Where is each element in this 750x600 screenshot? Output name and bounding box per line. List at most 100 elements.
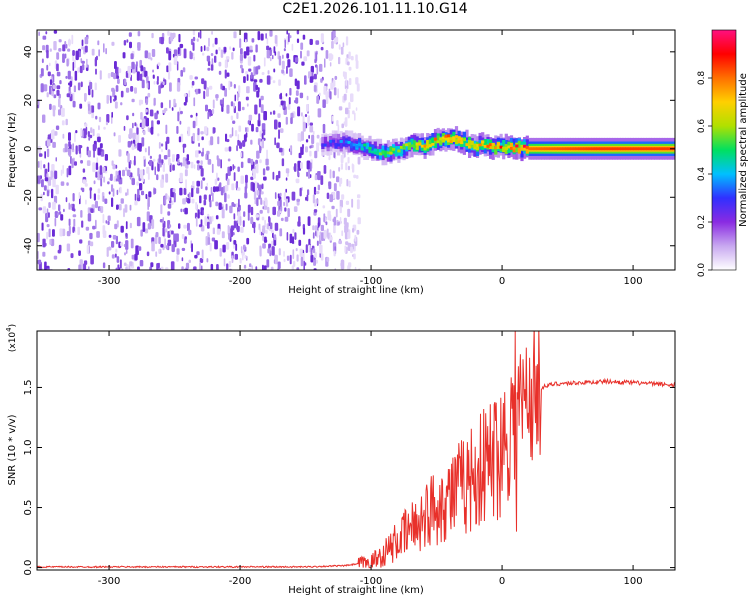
noise-cell [158, 85, 161, 94]
noise-cell [131, 61, 135, 70]
noise-cell [130, 53, 134, 60]
noise-cell [276, 142, 280, 149]
noise-cell [259, 209, 263, 214]
noise-cell [274, 192, 277, 200]
signal-cell [562, 147, 566, 151]
signal-cell [337, 143, 341, 147]
noise-cell [62, 133, 65, 139]
signal-cell [358, 143, 362, 146]
noise-cell [310, 254, 314, 263]
signal-cell [441, 139, 445, 143]
noise-cell [145, 193, 148, 200]
noise-cell [226, 139, 230, 143]
signal-cell [601, 147, 605, 151]
noise-cell [129, 41, 132, 49]
noise-cell [316, 142, 320, 152]
noise-cell [81, 60, 85, 64]
noise-cell [114, 61, 117, 70]
noise-cell [312, 232, 315, 239]
noise-cell [72, 61, 75, 71]
noise-cell [236, 93, 239, 101]
noise-cell [58, 109, 62, 116]
noise-cell [233, 240, 237, 245]
noise-cell [207, 67, 211, 71]
noise-cell [158, 142, 161, 149]
noise-cell [229, 134, 232, 138]
noise-cell [71, 34, 74, 45]
signal-cell [468, 140, 472, 146]
signal-cell [470, 140, 474, 147]
noise-cell [167, 30, 170, 36]
noise-cell [189, 52, 193, 60]
noise-cell [78, 264, 82, 270]
noise-cell [196, 187, 200, 194]
noise-cell [199, 165, 203, 169]
noise-cell [49, 103, 52, 110]
signal-cell [481, 140, 485, 144]
noise-cell [249, 263, 252, 268]
y-tick-label: 0 [23, 146, 34, 152]
noise-cell [47, 185, 49, 191]
signal-cell [599, 147, 603, 151]
noise-cell [278, 248, 281, 256]
noise-cell [179, 120, 182, 125]
noise-cell [296, 198, 300, 202]
noise-cell [73, 85, 76, 93]
noise-cell [279, 104, 281, 108]
noise-cell [273, 68, 276, 73]
noise-cell [347, 165, 350, 171]
noise-cell [211, 108, 215, 115]
signal-cell [371, 150, 375, 154]
signal-cell [546, 147, 550, 151]
noise-cell [332, 170, 335, 179]
noise-cell [201, 151, 204, 157]
signal-cell [444, 134, 448, 141]
noise-cell [316, 134, 320, 139]
noise-cell [273, 234, 277, 241]
noise-cell [224, 47, 227, 53]
noise-cell [245, 174, 248, 183]
noise-cell [305, 146, 308, 153]
signal-cell [360, 147, 364, 151]
noise-cell [220, 187, 224, 196]
noise-cell [64, 53, 67, 59]
noise-cell [278, 147, 283, 153]
noise-cell [232, 47, 235, 52]
noise-cell [244, 186, 247, 194]
noise-cell [319, 269, 322, 270]
noise-cell [272, 231, 274, 238]
noise-cell [299, 187, 302, 197]
noise-cell [338, 106, 343, 111]
noise-cell [238, 85, 241, 94]
noise-cell [111, 87, 115, 92]
noise-cell [184, 207, 188, 215]
noise-cell [142, 222, 146, 232]
noise-cell [58, 48, 62, 52]
noise-cell [347, 265, 351, 270]
signal-cell [389, 146, 393, 153]
signal-cell [363, 143, 367, 147]
signal-cell [350, 143, 354, 146]
noise-cell [348, 51, 351, 60]
signal-cell [428, 140, 432, 146]
signal-cell [444, 134, 448, 138]
signal-cell [397, 149, 401, 153]
noise-cell [291, 191, 296, 201]
noise-cell [259, 78, 263, 83]
noise-cell [103, 43, 105, 53]
signal-cell [444, 135, 448, 146]
noise-cell [195, 112, 198, 117]
noise-cell [167, 239, 172, 246]
noise-cell [50, 238, 55, 247]
noise-cell [202, 209, 204, 215]
noise-cell [129, 222, 132, 229]
noise-cell [255, 266, 258, 270]
noise-cell [232, 164, 234, 171]
noise-cell [182, 67, 186, 73]
noise-cell [52, 201, 56, 210]
noise-cell [129, 261, 133, 267]
noise-cell [259, 159, 262, 164]
noise-cell [103, 126, 106, 130]
noise-cell [289, 87, 292, 96]
noise-cell [246, 127, 249, 133]
